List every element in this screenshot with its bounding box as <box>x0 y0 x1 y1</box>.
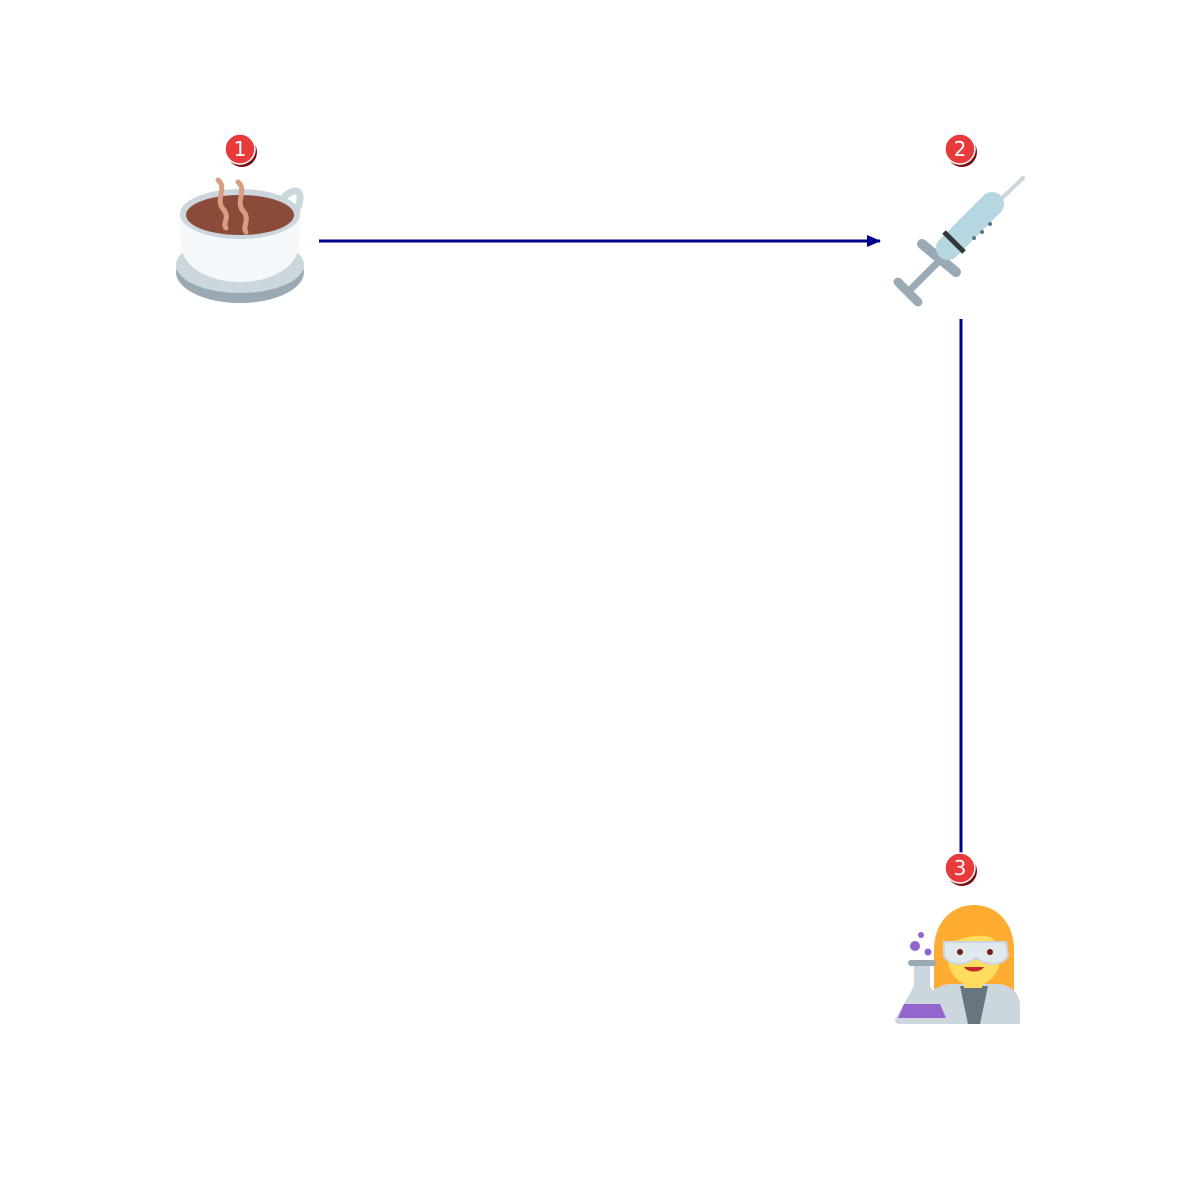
node-3[interactable] <box>895 905 1020 1024</box>
step-number: 3 <box>954 856 967 880</box>
step-number: 2 <box>954 137 967 161</box>
step-badge-3: 3 <box>945 853 977 886</box>
step-number: 1 <box>234 137 247 161</box>
woman-scientist-icon <box>895 905 1020 1024</box>
step-badge-1: 1 <box>225 134 257 167</box>
node-1[interactable] <box>176 180 304 303</box>
node-2[interactable] <box>898 178 1023 302</box>
syringe-icon <box>898 178 1023 302</box>
hot-beverage-icon <box>176 180 304 303</box>
step-badge-2: 2 <box>945 134 977 167</box>
